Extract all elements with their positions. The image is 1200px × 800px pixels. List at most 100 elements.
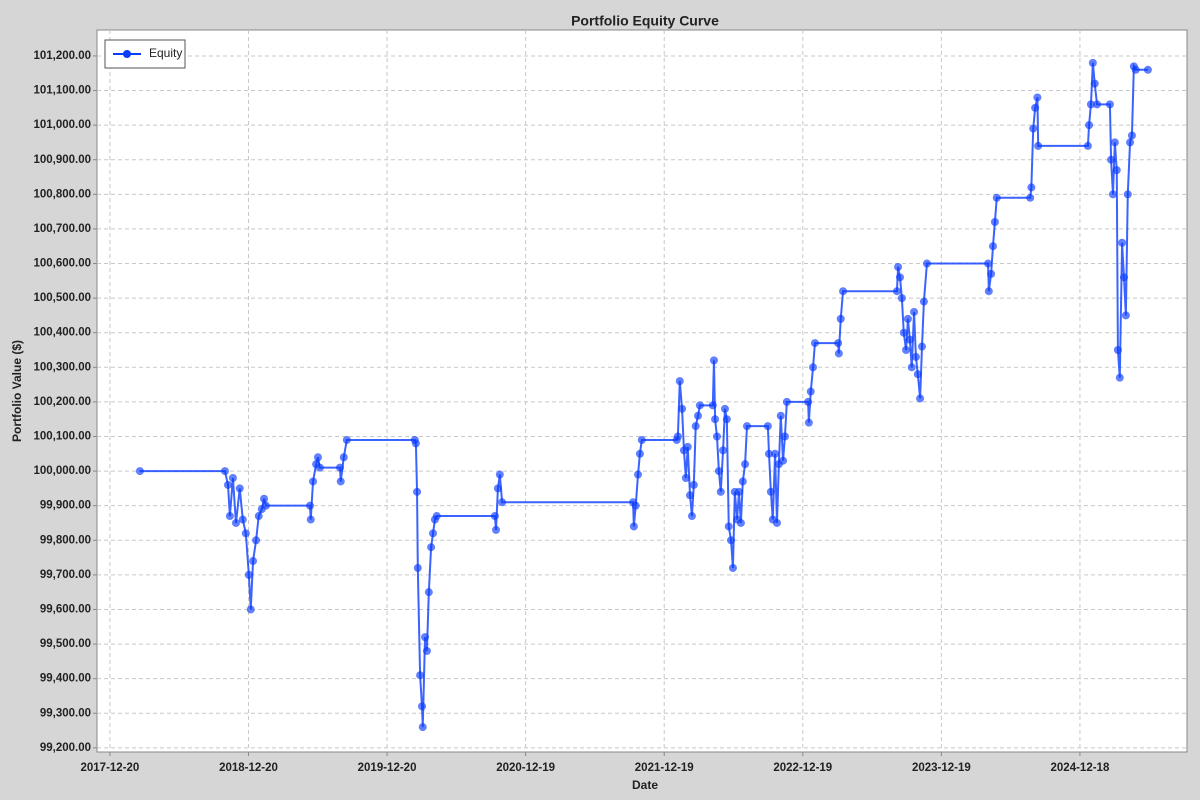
data-point [764,449,773,458]
data-point [1112,166,1121,175]
data-point [223,480,232,489]
data-point [244,570,253,579]
data-point [493,484,502,493]
x-tick-label: 2018-12-20 [219,762,278,774]
data-point [1083,141,1092,150]
data-point [313,453,322,462]
data-point [1113,346,1122,355]
data-point [1107,155,1116,164]
data-point [339,453,348,462]
data-point [683,442,692,451]
y-tick-label: 101,200.00 [33,50,91,62]
data-point [779,456,788,465]
data-point [260,494,269,503]
data-point [919,297,928,306]
data-point [1088,58,1097,67]
data-point [686,491,695,500]
data-point [235,484,244,493]
data-point [1127,131,1136,140]
data-point [735,487,744,496]
data-point [922,259,931,268]
data-point [220,467,229,476]
data-point [724,522,733,531]
data-point [490,512,499,521]
data-point [917,342,926,351]
y-tick-label: 100,600.00 [33,258,91,270]
data-point [1131,65,1140,74]
data-point [1108,190,1117,199]
data-point [432,512,441,521]
x-tick-label: 2019-12-20 [358,762,417,774]
data-point [736,518,745,527]
data-point [498,498,507,507]
data-point [413,563,422,572]
y-tick-label: 100,500.00 [33,292,91,304]
data-point [742,422,751,431]
data-point [892,287,901,296]
x-tick-label: 2020-12-19 [496,762,555,774]
data-point [992,193,1001,202]
data-point [315,463,324,472]
chart-title: Portfolio Equity Curve [571,13,719,29]
data-point [492,525,501,534]
x-tick-label: 2023-12-19 [912,762,971,774]
data-point [708,401,717,410]
data-point [693,411,702,420]
data-point [335,463,344,472]
data-point [673,432,682,441]
y-tick-label: 100,100.00 [33,431,91,443]
data-point [1090,79,1099,88]
data-point [766,487,775,496]
data-point [342,435,351,444]
data-point [988,242,997,251]
grid [97,30,1187,752]
data-point [675,377,684,386]
data-point [418,723,427,732]
data-point [709,356,718,365]
data-point [738,477,747,486]
y-tick-label: 99,500.00 [40,638,91,650]
data-point [249,557,258,566]
data-point [990,218,999,227]
y-tick-label: 100,400.00 [33,327,91,339]
data-point [424,588,433,597]
data-point [1093,100,1102,109]
x-tick-label: 2017-12-20 [80,762,139,774]
data-point [305,501,314,510]
data-point [806,387,815,396]
data-point [804,397,813,406]
x-tick-label: 2024-12-18 [1051,762,1110,774]
y-tick-label: 99,400.00 [40,673,91,685]
data-point [763,422,772,431]
data-point [834,349,843,358]
data-point [417,702,426,711]
legend-label: Equity [149,46,182,60]
data-point [1115,373,1124,382]
x-axis-label: Date [632,778,658,792]
data-point [135,467,144,476]
y-tick-label: 99,200.00 [40,742,91,754]
data-point [631,501,640,510]
data-point [722,415,731,424]
data-point [804,418,813,427]
y-tick-label: 100,300.00 [33,361,91,373]
data-point [411,439,420,448]
data-point [421,633,430,642]
data-point [495,470,504,479]
y-tick-label: 100,700.00 [33,223,91,235]
data-point [1026,193,1035,202]
data-point [776,411,785,420]
y-tick-label: 100,000.00 [33,465,91,477]
x-tick-label: 2022-12-19 [773,762,832,774]
data-point [246,605,255,614]
data-point [225,512,234,521]
plot-area [96,29,1188,753]
legend-swatch [123,50,131,58]
data-point [809,363,818,372]
data-point [687,512,696,521]
data-point [916,394,925,403]
data-point [1085,121,1094,130]
data-point [261,501,270,510]
data-point [727,536,736,545]
